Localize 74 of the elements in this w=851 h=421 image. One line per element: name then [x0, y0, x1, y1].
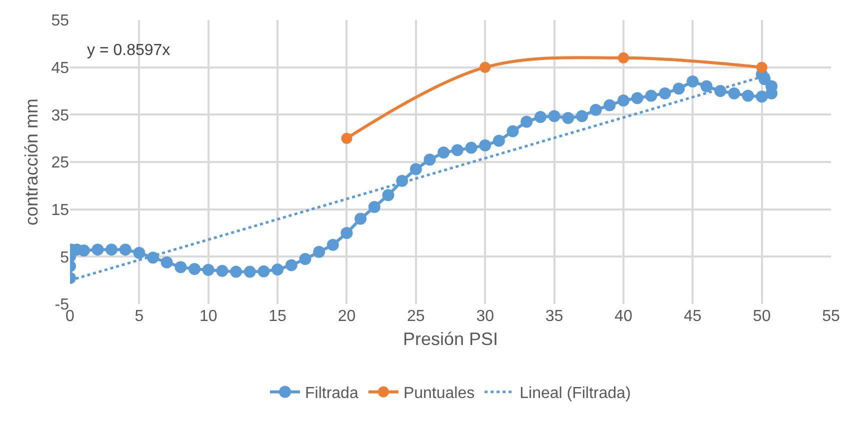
point: [728, 87, 740, 100]
point: [548, 110, 560, 122]
point: [604, 99, 616, 112]
point: [617, 94, 630, 106]
y-tick-label: 35: [51, 107, 70, 124]
point: [562, 112, 574, 124]
point: [160, 256, 173, 268]
y-tick-label: 5: [60, 249, 70, 266]
point: [382, 189, 394, 202]
point: [631, 92, 644, 104]
x-tick-label: 15: [268, 308, 287, 325]
point: [202, 264, 214, 276]
point: [700, 80, 712, 92]
point: [230, 266, 242, 278]
point: [756, 62, 768, 73]
point: [576, 110, 588, 122]
point: [672, 82, 685, 95]
point: [341, 132, 352, 144]
x-tick-label: 0: [66, 308, 75, 325]
x-tick-label: 55: [822, 308, 840, 325]
point: [618, 52, 629, 64]
point: [133, 246, 146, 259]
point: [424, 154, 436, 166]
point: [258, 265, 270, 278]
y-tick-label: 45: [51, 60, 70, 77]
point: [658, 87, 671, 100]
x-tick-label: 30: [476, 308, 494, 325]
point: [340, 227, 353, 239]
point: [645, 90, 658, 102]
point: [742, 90, 754, 102]
point: [354, 212, 367, 225]
point: [479, 139, 492, 152]
point: [438, 146, 450, 159]
y-tick-label: 15: [51, 202, 70, 219]
legend-label: Filtrada: [305, 385, 358, 402]
point: [686, 76, 699, 88]
point: [188, 262, 201, 275]
y-axis-title: contracción mm: [21, 98, 42, 226]
point: [285, 259, 298, 272]
point: [174, 261, 187, 274]
point: [216, 264, 228, 277]
point: [299, 253, 312, 266]
point: [272, 263, 284, 276]
point: [313, 246, 326, 258]
x-axis-title: Presión PSI: [402, 329, 498, 350]
point: [119, 244, 132, 256]
point: [410, 163, 422, 176]
annotation: y = 0.8597x: [87, 42, 170, 59]
point: [756, 90, 768, 103]
point: [244, 266, 256, 278]
point: [326, 238, 339, 251]
point: [92, 244, 104, 256]
point: [534, 111, 546, 124]
point: [451, 144, 464, 156]
x-tick-label: 50: [752, 308, 771, 325]
x-tick-label: 20: [338, 308, 356, 325]
point: [590, 104, 602, 116]
x-tick-label: 25: [407, 308, 425, 325]
point: [465, 142, 478, 154]
legend-label: Lineal (Filtrada): [520, 385, 631, 402]
point: [480, 62, 491, 73]
y-tick-label: 55: [51, 12, 70, 30]
x-tick-label: 35: [545, 308, 564, 325]
x-tick-label: 5: [134, 308, 144, 325]
point: [368, 200, 380, 213]
point: [106, 244, 118, 256]
point: [520, 116, 533, 128]
legend-label: Puntuales: [403, 385, 475, 402]
x-tick-label: 45: [684, 308, 702, 325]
x-tick-label: 10: [199, 308, 218, 325]
point: [492, 134, 505, 147]
point: [506, 125, 519, 138]
y-tick-label: 25: [51, 154, 70, 172]
x-tick-label: 40: [614, 308, 632, 325]
